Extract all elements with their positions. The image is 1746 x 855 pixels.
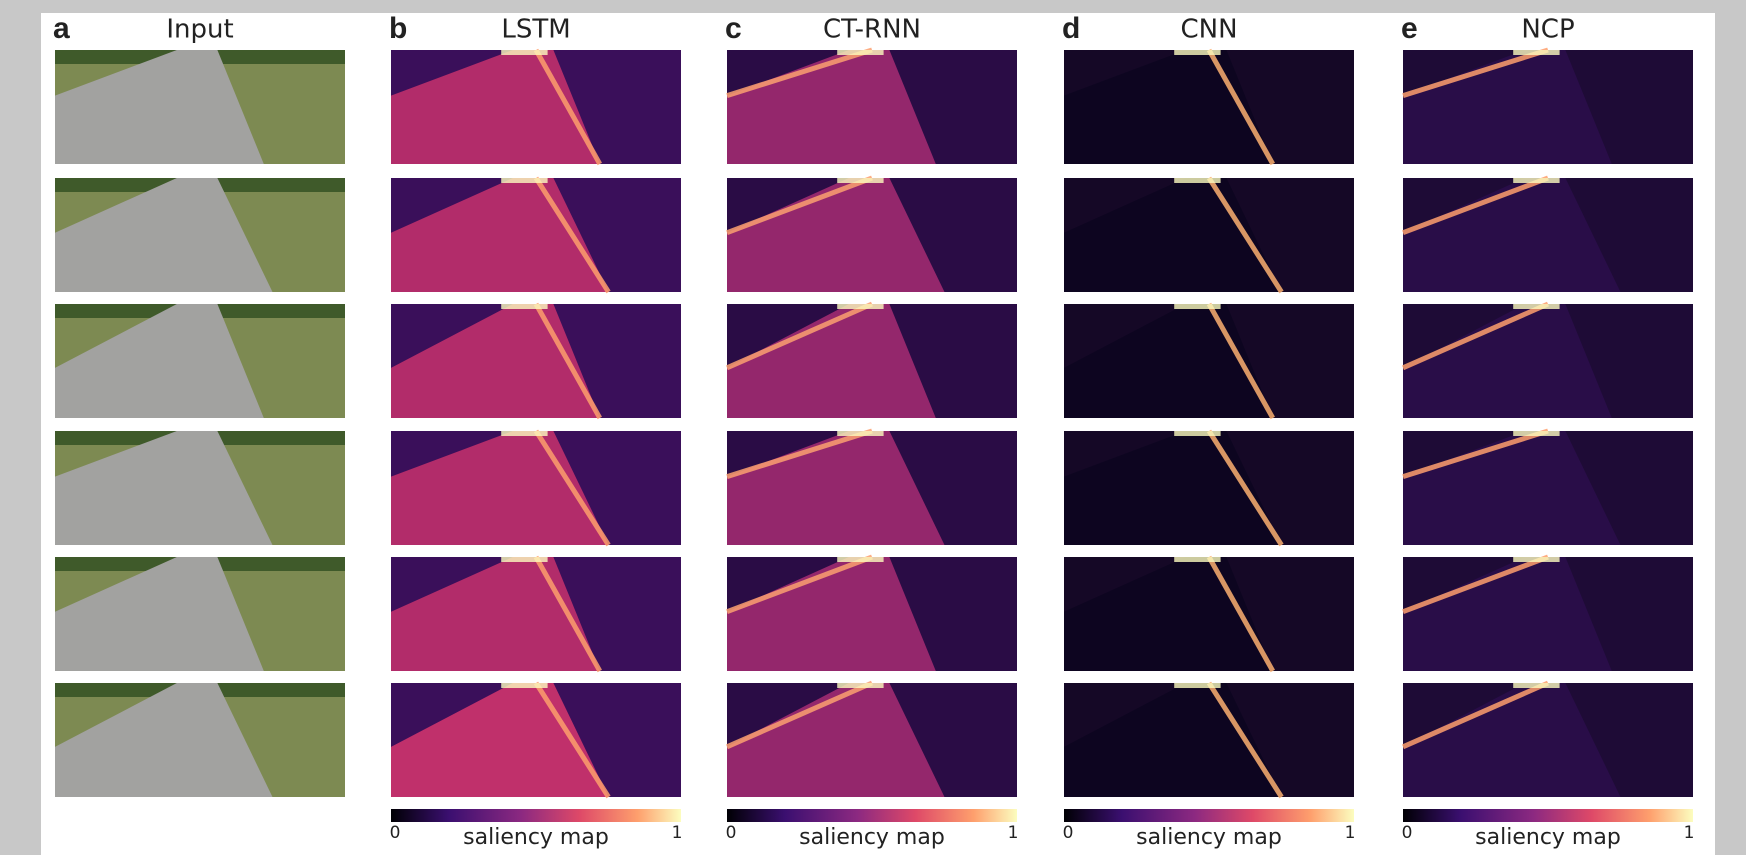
input-image xyxy=(55,50,345,164)
input-image xyxy=(55,178,345,292)
colorbar-label: saliency map xyxy=(1475,825,1621,850)
colorbar-min: 0 xyxy=(390,823,401,843)
colorbar-label: saliency map xyxy=(463,825,609,850)
map-top-glow xyxy=(501,50,547,55)
map-top-glow xyxy=(1513,50,1559,55)
saliency-map xyxy=(1403,178,1693,292)
map-top-glow xyxy=(501,557,547,562)
colorbar xyxy=(727,809,1017,822)
panel-letter: d xyxy=(1062,12,1080,45)
map-top-glow xyxy=(837,50,883,55)
saliency-map xyxy=(1064,431,1354,545)
colorbar xyxy=(391,809,681,822)
saliency-map xyxy=(1403,557,1693,671)
colorbar-label: saliency map xyxy=(799,825,945,850)
map-top-glow xyxy=(1513,683,1559,688)
map-top-glow xyxy=(1174,431,1220,436)
map-top-glow xyxy=(1174,178,1220,183)
map-top-glow xyxy=(501,178,547,183)
saliency-map xyxy=(391,683,681,797)
panel-title: CT-RNN xyxy=(823,15,921,45)
map-top-glow xyxy=(501,304,547,309)
saliency-map xyxy=(1403,50,1693,164)
panel-letter: a xyxy=(53,12,70,45)
panel-title: Input xyxy=(166,15,233,45)
input-image xyxy=(55,304,345,418)
input-image xyxy=(55,683,345,797)
colorbar-max: 1 xyxy=(1345,823,1356,843)
map-top-glow xyxy=(837,178,883,183)
saliency-map xyxy=(727,683,1017,797)
saliency-map xyxy=(391,557,681,671)
panel-title: NCP xyxy=(1521,15,1574,45)
colorbar-label: saliency map xyxy=(1136,825,1282,850)
colorbar-max: 1 xyxy=(1008,823,1019,843)
saliency-map xyxy=(727,178,1017,292)
map-top-glow xyxy=(501,683,547,688)
saliency-map xyxy=(391,178,681,292)
saliency-map xyxy=(727,557,1017,671)
figure: a Input b LSTM 0 saliency map 1 c CT-RNN 0 salienc… xyxy=(0,0,1746,855)
saliency-map xyxy=(391,304,681,418)
input-image xyxy=(55,557,345,671)
saliency-map xyxy=(727,304,1017,418)
map-top-glow xyxy=(837,683,883,688)
panel-letter: e xyxy=(1401,12,1418,45)
map-top-glow xyxy=(1174,557,1220,562)
panel-letter: b xyxy=(389,12,407,45)
saliency-map xyxy=(1064,50,1354,164)
saliency-map xyxy=(1064,683,1354,797)
colorbar-min: 0 xyxy=(1063,823,1074,843)
colorbar xyxy=(1064,809,1354,822)
saliency-map xyxy=(1064,178,1354,292)
map-top-glow xyxy=(1513,557,1559,562)
saliency-map xyxy=(1403,683,1693,797)
map-top-glow xyxy=(1174,304,1220,309)
colorbar xyxy=(1403,809,1693,822)
colorbar-max: 1 xyxy=(1684,823,1695,843)
saliency-map xyxy=(727,431,1017,545)
map-top-glow xyxy=(1513,431,1559,436)
saliency-map xyxy=(391,431,681,545)
map-top-glow xyxy=(837,304,883,309)
panel-letter: c xyxy=(725,12,742,45)
map-top-glow xyxy=(501,431,547,436)
saliency-map xyxy=(1403,304,1693,418)
map-top-glow xyxy=(837,431,883,436)
colorbar-min: 0 xyxy=(1402,823,1413,843)
panel-title: CNN xyxy=(1180,15,1237,45)
panel-title: LSTM xyxy=(501,15,570,45)
saliency-map xyxy=(1403,431,1693,545)
input-image xyxy=(55,431,345,545)
saliency-map xyxy=(1064,304,1354,418)
colorbar-min: 0 xyxy=(726,823,737,843)
saliency-map xyxy=(727,50,1017,164)
map-top-glow xyxy=(1174,50,1220,55)
saliency-map xyxy=(391,50,681,164)
map-top-glow xyxy=(1513,304,1559,309)
map-top-glow xyxy=(1513,178,1559,183)
saliency-map xyxy=(1064,557,1354,671)
map-top-glow xyxy=(1174,683,1220,688)
colorbar-max: 1 xyxy=(672,823,683,843)
map-top-glow xyxy=(837,557,883,562)
